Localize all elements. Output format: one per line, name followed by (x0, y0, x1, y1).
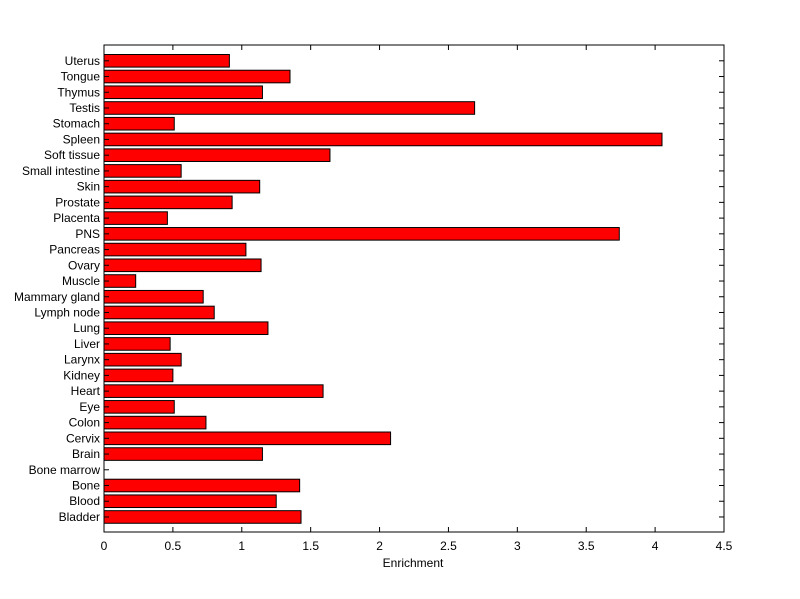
bar-small-intestine (103, 164, 182, 178)
bar-lymph-node (103, 305, 215, 320)
y-tick-label: Skin (77, 180, 100, 194)
y-tick-label: Liver (74, 337, 100, 351)
bar-uterus (103, 54, 230, 68)
y-tick-label: Tongue (61, 70, 101, 84)
x-tick-label: 4 (652, 539, 659, 553)
y-tick-label: Larynx (64, 353, 100, 367)
y-tick-label: Stomach (53, 117, 100, 131)
x-tick-label: 2.5 (440, 539, 457, 553)
bar-brain (103, 447, 263, 461)
bar-testis (103, 101, 476, 115)
bar-blood (103, 494, 277, 509)
y-tick-label: Kidney (63, 368, 100, 382)
y-tick-label: Uterus (65, 54, 100, 68)
y-tick-label: Muscle (62, 274, 100, 288)
x-tick-label: 1.5 (302, 539, 319, 553)
y-tick-label: Placenta (53, 211, 100, 225)
bar-spleen (103, 132, 663, 147)
bar-colon (103, 415, 207, 430)
x-tick-label: 1 (238, 539, 245, 553)
y-tick-label: Prostate (55, 195, 100, 209)
y-tick-label: Colon (69, 416, 100, 430)
y-tick-label: Mammary gland (14, 290, 100, 304)
bar-thymus (103, 85, 263, 100)
bar-cervix (103, 431, 392, 446)
bar-pancreas (103, 242, 247, 257)
bar-ovary (103, 258, 262, 273)
bar-skin (103, 179, 261, 194)
bar-liver (103, 337, 171, 351)
y-tick-label: Eye (79, 400, 100, 414)
bar-bone (103, 478, 301, 493)
y-tick-label: Bladder (59, 510, 100, 524)
y-tick-label: Thymus (57, 85, 100, 99)
y-tick-label: Brain (72, 447, 100, 461)
bar-placenta (103, 211, 168, 225)
bar-heart (103, 384, 324, 398)
bar-tongue (103, 69, 291, 84)
bar-mammary-gland (103, 289, 204, 304)
y-tick-label: Soft tissue (44, 148, 100, 162)
bar-stomach (103, 116, 175, 131)
y-tick-label: Lymph node (34, 305, 100, 319)
x-tick-label: 2 (376, 539, 383, 553)
y-tick-label: Bone (72, 479, 100, 493)
x-tick-label: 3 (514, 539, 521, 553)
bar-bladder (103, 510, 302, 524)
y-tick-label: Testis (69, 101, 100, 115)
y-tick-label: Ovary (68, 258, 100, 272)
bar-lung (103, 321, 269, 336)
y-tick-label: Spleen (63, 132, 100, 146)
y-tick-label: PNS (75, 227, 100, 241)
plot-frame (103, 44, 725, 533)
bar-soft-tissue (103, 148, 331, 162)
y-tick-label: Cervix (66, 431, 100, 445)
y-tick-label: Pancreas (49, 243, 100, 257)
x-axis-ticks: 0 0.5 1 1.5 2 2.5 3 3.5 4 4.5 (101, 45, 733, 553)
y-tick-label: Small intestine (22, 164, 100, 178)
x-tick-label: 3.5 (578, 539, 595, 553)
y-tick-label: Blood (69, 494, 100, 508)
y-tick-label: Bone marrow (29, 463, 101, 477)
y-tick-label: Lung (73, 321, 100, 335)
y-tick-label: Heart (71, 384, 101, 398)
x-tick-label: 4.5 (716, 539, 733, 553)
bar-kidney (103, 368, 174, 383)
bar-prostate (103, 195, 233, 210)
bar-pns (103, 227, 620, 241)
bar-larynx (103, 352, 182, 367)
x-tick-label: 0 (101, 539, 108, 553)
bar-eye (103, 400, 175, 414)
x-tick-label: 0.5 (165, 539, 182, 553)
x-axis-label: Enrichment (383, 556, 444, 570)
